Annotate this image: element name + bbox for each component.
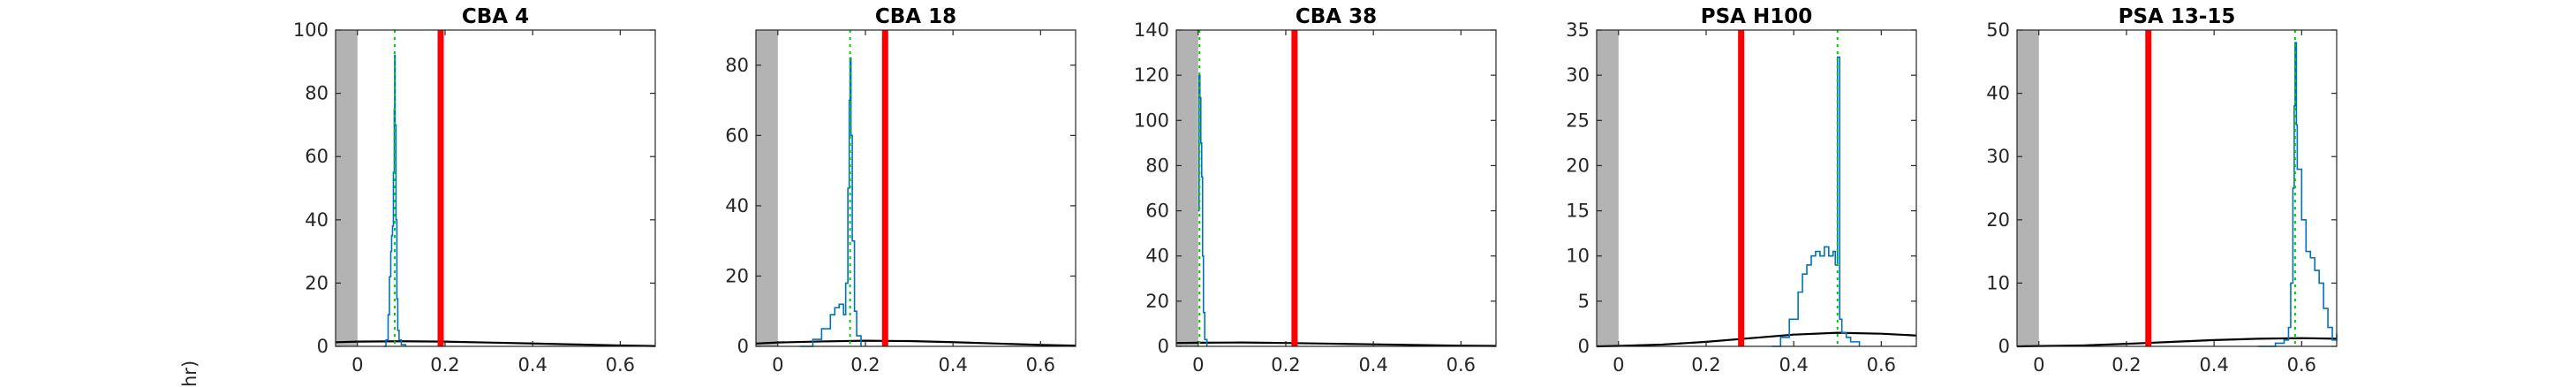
- fit-curve: [335, 340, 656, 347]
- y-tick-label: 80: [1145, 155, 1169, 176]
- x-tick-label: 0.4: [2199, 354, 2228, 376]
- subplot-2: 0 20 40 60 80 0 0.2 0.4 0.6 CBA 18: [725, 5, 1076, 376]
- y-tick-label: 120: [1134, 64, 1169, 86]
- x-tick-label: 0: [1192, 354, 1204, 376]
- histogram-line: [1197, 74, 1208, 346]
- y-tick-label: 140: [1134, 19, 1169, 41]
- shaded-region: [756, 30, 778, 346]
- histogram-line: [799, 57, 862, 347]
- axes-box: [2016, 29, 2338, 347]
- y-tick-label: 30: [1986, 146, 2010, 167]
- x-tick-label: 0.6: [2287, 354, 2316, 376]
- x-tick-label: 0: [2033, 354, 2044, 376]
- shaded-region: [1597, 30, 1619, 346]
- x-tick-label: 0.6: [1447, 354, 1476, 376]
- x-tick-label: 0.2: [2111, 354, 2141, 376]
- shaded-region: [1176, 30, 1198, 346]
- subplot-1: 0 20 40 60 80 100 0 0.2 0.4 0.6 CBA 4: [293, 5, 656, 376]
- x-tick-label: 0.6: [606, 354, 635, 376]
- y-tick-label: 5: [1578, 291, 1590, 312]
- y-tick-label: 20: [1145, 291, 1169, 312]
- x-tick-label: 0: [772, 354, 783, 376]
- y-tick-label: 50: [1986, 19, 2010, 41]
- axes-box: [1596, 29, 1917, 347]
- y-tick-label: 40: [1145, 246, 1169, 267]
- histogram-line: [2257, 42, 2338, 347]
- y-tick-label: 30: [1566, 64, 1590, 86]
- y-tick-label: 0: [1158, 336, 1169, 357]
- y-tick-label: 20: [1566, 155, 1590, 176]
- chart-title: CBA 38: [1296, 5, 1377, 28]
- y-tick-label: 10: [1566, 246, 1590, 267]
- x-tick-label: 0.6: [1026, 354, 1055, 376]
- x-tick-label: 0.2: [1691, 354, 1720, 376]
- y-tick-label: 35: [1566, 19, 1590, 41]
- x-tick-label: 0.2: [1271, 354, 1300, 376]
- axes-box: [335, 29, 656, 347]
- y-tick-label: 20: [305, 272, 329, 293]
- y-tick-label: 15: [1566, 201, 1590, 222]
- y-tick-label: 80: [305, 83, 329, 104]
- y-tick-label: 100: [1134, 110, 1169, 131]
- y-tick-label: 0: [1578, 336, 1590, 357]
- axes-box: [1175, 29, 1497, 347]
- y-tick-label: 25: [1566, 110, 1590, 131]
- subplot-3: 0 20 40 60 80 100 120 140 0 0.2 0.4 0.6 CBA 38: [1134, 5, 1497, 376]
- fit-curve: [1175, 341, 1497, 347]
- y-tick-label: 20: [1986, 209, 2010, 231]
- y-axis-label-fragment: hr): [179, 360, 200, 387]
- x-tick-label: 0.2: [850, 354, 880, 376]
- y-tick-label: 10: [1986, 272, 2010, 293]
- y-tick-label: 0: [1998, 336, 2010, 357]
- axes-box: [755, 29, 1076, 347]
- fit-curve: [1596, 331, 1917, 348]
- y-tick-label: 40: [305, 209, 329, 231]
- y-tick-label: 0: [317, 336, 329, 357]
- y-tick-label: 40: [1986, 83, 2010, 104]
- x-tick-label: 0.4: [938, 354, 967, 376]
- y-tick-label: 40: [725, 195, 749, 216]
- shaded-region: [2017, 30, 2039, 346]
- chart-title: CBA 4: [462, 5, 529, 28]
- fit-curve: [755, 339, 1076, 347]
- y-tick-label: 0: [737, 336, 749, 357]
- chart-title: PSA 13-15: [2119, 5, 2236, 28]
- chart-title: CBA 18: [875, 5, 956, 28]
- y-tick-label: 60: [725, 125, 749, 146]
- histogram-line: [1771, 56, 1861, 347]
- y-tick-label: 80: [725, 55, 749, 76]
- y-tick-label: 20: [725, 265, 749, 286]
- chart-title: PSA H100: [1701, 5, 1813, 28]
- shaded-region: [336, 30, 358, 346]
- x-tick-label: 0.6: [1867, 354, 1896, 376]
- subplot-4: 0 5 10 15 20 25 30 35 0 0.2 0.4 0.6 PSA H100: [1566, 5, 1917, 376]
- subplot-5: 0 10 20 30 40 50 0 0.2 0.4 0.6 PSA 13-15: [1986, 5, 2338, 376]
- x-tick-label: 0.4: [1358, 354, 1387, 376]
- y-tick-label: 100: [293, 19, 329, 41]
- x-tick-label: 0.4: [517, 354, 547, 376]
- y-tick-label: 60: [1145, 201, 1169, 222]
- x-tick-label: 0: [1613, 354, 1624, 376]
- x-tick-label: 0: [351, 354, 363, 376]
- y-tick-label: 60: [305, 146, 329, 167]
- x-tick-label: 0.4: [1779, 354, 1808, 376]
- x-tick-label: 0.2: [430, 354, 459, 376]
